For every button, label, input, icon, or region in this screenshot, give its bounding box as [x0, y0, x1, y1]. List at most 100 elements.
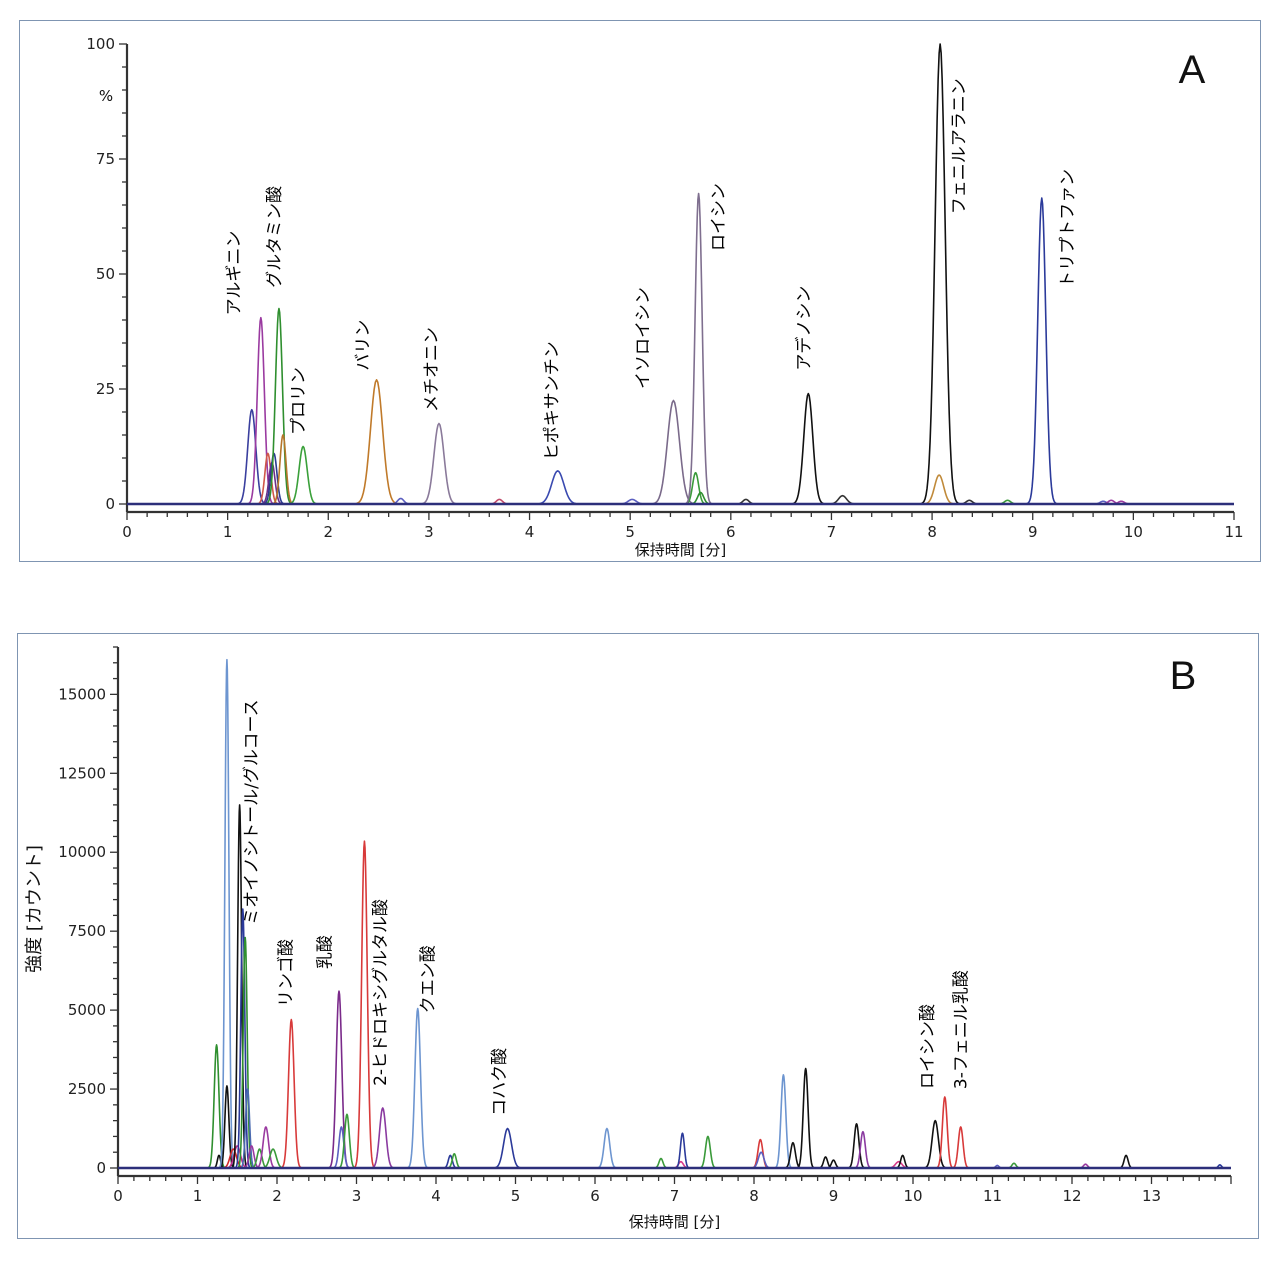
x-tick-label: 10 [1124, 523, 1143, 541]
chromatogram-a: A 0 1 2 3 4 5 6 7 8 9 10 11 0 25 50 75 100 保持時間 [分]% アルギニング… [86, 35, 1243, 559]
peak-label: 2-ヒドロキシグルタル酸 [371, 899, 391, 1086]
peak [1117, 1154, 1135, 1169]
peak-label: グルタミン酸 [265, 186, 285, 288]
peak [950, 1126, 971, 1169]
peak-label: ヒポキサンチン [543, 341, 563, 460]
peak [236, 936, 254, 1169]
peak [922, 1119, 949, 1169]
peak [231, 804, 248, 1169]
peak [239, 1088, 256, 1169]
peak-series [235, 43, 1134, 505]
x-tick-label: 9 [829, 1187, 839, 1205]
y-tick-label: 7500 [68, 922, 106, 940]
x-tick-label: 3 [352, 1187, 362, 1205]
x-tick-label: 2 [272, 1187, 282, 1205]
peak [491, 1127, 524, 1169]
y-tick-label: 0 [105, 495, 115, 513]
peak [652, 1157, 670, 1169]
peak [270, 434, 296, 505]
x-tick-label: 2 [323, 523, 333, 541]
peak-label: 乳酸 [315, 935, 335, 969]
y-axis-title: 強度 [カウント] [24, 845, 45, 973]
x-tick-label: 8 [927, 523, 937, 541]
peak [235, 408, 268, 505]
peak-label: コハク酸 [490, 1048, 510, 1116]
y-tick-label: 2500 [68, 1080, 106, 1098]
peak [218, 1085, 236, 1169]
x-tick-label: 1 [193, 1187, 203, 1205]
peak [286, 445, 320, 505]
y-tick-label: 12500 [58, 764, 106, 782]
peak [254, 1126, 278, 1169]
y-tick-label: 100 [86, 35, 115, 53]
peak [773, 1074, 794, 1169]
peak [790, 392, 827, 505]
peak [934, 1096, 955, 1169]
x-tick-label: 0 [113, 1187, 123, 1205]
x-tick-label: 11 [1224, 523, 1243, 541]
x-tick-label: 6 [726, 523, 736, 541]
peak [264, 307, 294, 505]
x-tick-label: 12 [1062, 1187, 1081, 1205]
panel-letter: B [1170, 654, 1197, 698]
peak [206, 1044, 227, 1169]
peak [919, 43, 961, 505]
y-tick-label: 15000 [58, 685, 106, 703]
peak-label: バリン [354, 320, 374, 371]
peak [418, 422, 460, 505]
peak-label: メチオニン [422, 327, 442, 412]
y-tick-label: 25 [96, 380, 115, 398]
x-tick-label: 11 [983, 1187, 1002, 1205]
peak-label: ロイシン [709, 183, 729, 251]
peak-label: 3-フェニル乳酸 [951, 970, 971, 1089]
peak [846, 1122, 867, 1169]
peak [406, 1007, 430, 1169]
peak-label: フェニルアラニン [949, 78, 969, 214]
x-tick-label: 5 [625, 523, 635, 541]
peak-label: ロイシン酸 [918, 1004, 938, 1089]
peak-label: アルギニン [225, 231, 245, 316]
peak-label: プロリン [289, 367, 309, 435]
peak-label: トリプトファン [1058, 169, 1078, 288]
chromatogram-b: B0 1 2 3 4 5 6 7 8 9 10 11 12 13025005000750010000125… [24, 646, 1232, 1231]
peak [853, 1130, 873, 1169]
chart-panel-a: A 0 1 2 3 4 5 6 7 8 9 10 11 0 25 50 75 100 保持時間 [分]% アルギニング… [19, 20, 1261, 562]
x-tick-label: 5 [511, 1187, 521, 1205]
peak [218, 658, 236, 1169]
x-tick-label: 1 [223, 523, 233, 541]
x-axis-title: 保持時間 [分] [635, 541, 726, 559]
peak [353, 840, 376, 1169]
peak-label: ミオイノシトール/グルコース [242, 699, 262, 925]
x-tick-label: 9 [1028, 523, 1038, 541]
peak [337, 1113, 357, 1169]
y-tick-label: 50 [96, 265, 115, 283]
x-axis-title: 保持時間 [分] [629, 1213, 720, 1231]
peak [684, 192, 713, 505]
peak-label: リンゴ酸 [275, 939, 296, 1007]
x-tick-label: 8 [749, 1187, 759, 1205]
x-tick-label: 4 [525, 523, 535, 541]
y-tick-label: 0 [96, 1159, 106, 1177]
chart-panel-b: B 0 1 2 3 4 5 6 7 8 9 10 11 12 13 0 2500 5000 7500 10000 125… [17, 633, 1259, 1239]
peak [749, 1151, 773, 1169]
peak [595, 1127, 619, 1169]
peak [533, 470, 582, 505]
peak [255, 452, 281, 505]
y-tick-label: 5000 [68, 1001, 106, 1019]
peak [369, 1107, 396, 1169]
x-tick-label: 6 [590, 1187, 600, 1205]
peak [1025, 197, 1059, 505]
y-tick-label: 10000 [58, 843, 106, 861]
peak [279, 1018, 303, 1169]
peak [698, 1135, 718, 1169]
peak-label: クエン酸 [419, 945, 439, 1013]
panel-letter: A [1179, 48, 1206, 92]
peak-series [206, 658, 1227, 1169]
peak-label: イソロイシン [633, 287, 653, 389]
x-tick-label: 7 [670, 1187, 680, 1205]
x-tick-label: 4 [431, 1187, 441, 1205]
peak-label: アデノシン [793, 286, 814, 371]
y-axis-title: % [99, 87, 113, 105]
peak [795, 1067, 816, 1169]
x-tick-label: 3 [424, 523, 434, 541]
